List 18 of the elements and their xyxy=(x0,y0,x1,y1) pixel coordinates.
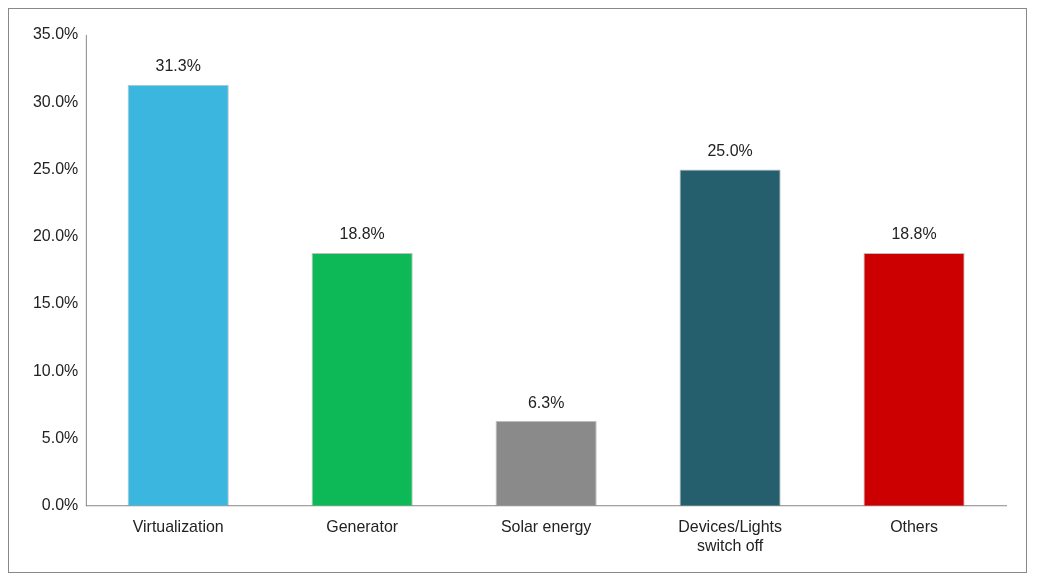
data-label: 25.0% xyxy=(707,141,753,159)
y-tick-label: 30.0% xyxy=(32,92,79,110)
y-tick-label: 15.0% xyxy=(32,294,79,312)
y-tick-label: 35.0% xyxy=(32,25,79,43)
data-label: 18.8% xyxy=(891,225,937,243)
data-label: 31.3% xyxy=(155,57,201,75)
x-tick-label: Others xyxy=(890,517,939,535)
y-tick-label: 25.0% xyxy=(32,159,79,177)
y-tick-label: 10.0% xyxy=(32,361,79,379)
y-tick-label: 0.0% xyxy=(41,496,79,514)
y-tick-label: 20.0% xyxy=(32,227,79,245)
y-tick-label: 5.0% xyxy=(41,428,79,446)
x-tick-label: Generator xyxy=(326,517,399,535)
data-label: 18.8% xyxy=(339,225,385,243)
x-tick-label: Solar energy xyxy=(500,517,592,535)
data-label: 6.3% xyxy=(527,393,565,411)
x-tick-label: Virtualization xyxy=(132,517,224,535)
x-tick-label: Devices/Lights switch off xyxy=(678,517,782,554)
